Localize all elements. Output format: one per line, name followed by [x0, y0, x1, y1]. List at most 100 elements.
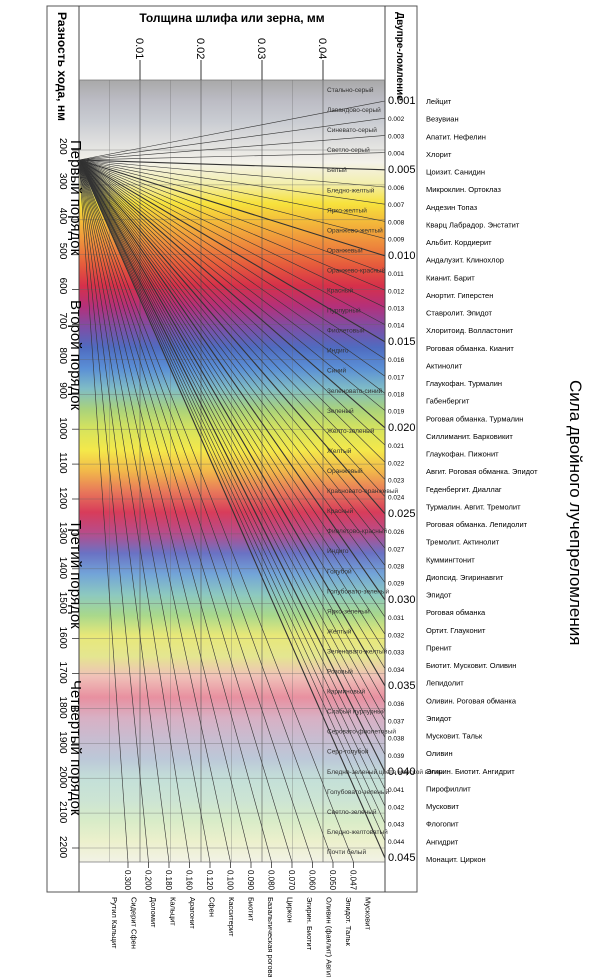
- birefringence-label: 0.008: [388, 219, 405, 226]
- birefringence-label: 0.031: [388, 615, 405, 622]
- thickness-tick-label: 0.02: [194, 38, 206, 59]
- mineral-label: Везувиан: [426, 115, 459, 124]
- color-name: Слабый пурпурный: [327, 708, 386, 716]
- birefringence-line: [79, 159, 385, 755]
- color-name: Бледно-желтый: [327, 186, 375, 194]
- bottom-value-label: 0.070: [287, 870, 296, 891]
- bottom-mineral-label: Касситерит: [227, 897, 236, 937]
- retardation-tick-label: 1700: [57, 662, 68, 685]
- mineral-label: Микроклин. Ортоклаз: [426, 185, 501, 194]
- birefringence-line: [79, 159, 385, 687]
- birefringence-label: 0.003: [388, 133, 405, 140]
- mineral-label: Ортит. Глауконит: [426, 626, 486, 635]
- birefringence-label: 0.015: [388, 336, 416, 348]
- birefringence-line: [79, 159, 385, 618]
- mineral-label: Эпидот: [426, 591, 452, 600]
- birefringence-line: [79, 159, 385, 222]
- mineral-label: Цоизит. Санидин: [426, 168, 485, 177]
- mineral-label: Силлиманит. Барковикит: [426, 432, 513, 441]
- chart-frame: [46, 5, 418, 893]
- thickness-tick-label: 0.04: [316, 38, 328, 59]
- birefringence-line: [79, 159, 385, 583]
- mineral-label: Хлорит: [426, 150, 452, 159]
- mineral-label: Актинолит: [426, 361, 463, 370]
- mineral-label: Глаукофан. Пижонит: [426, 450, 499, 459]
- color-names: Стально-серый Лавандово-серый Синевато-сер…: [327, 86, 444, 856]
- bottom-mineral-label: Рутил Кальцит: [110, 897, 119, 949]
- mineral-label: Хлоритоид. Волластонит: [426, 326, 514, 335]
- retardation-tick-label: 1300: [57, 522, 68, 545]
- birefringence-line: [79, 159, 385, 721]
- mineral-label: Роговая обманка. Лепидолит: [426, 520, 528, 529]
- birefringence-line: [79, 100, 385, 161]
- color-name: Бледно-желтоватый: [327, 828, 388, 836]
- bottom-fan-line: [79, 159, 272, 862]
- thickness-tick-label: 0.03: [255, 38, 267, 59]
- color-name: Красновато-оранжевый: [327, 487, 399, 495]
- birefringence-line: [79, 159, 385, 790]
- bottom-fan-line: [79, 159, 190, 862]
- color-name: Зеленый: [327, 407, 354, 415]
- birefringence-line: [79, 159, 385, 343]
- bottom-mineral-label: Сфен: [208, 897, 217, 917]
- thickness-ticks: 0.01 0.02 0.03 0.04: [133, 38, 328, 80]
- color-name: Светло-зеленый: [327, 808, 377, 816]
- bottom-value-label: 0.060: [308, 870, 317, 891]
- birefringence-line: [79, 159, 385, 652]
- birefringence-line: [79, 159, 385, 239]
- mineral-label: Флогопит: [426, 820, 459, 829]
- retardation-tick-label: 900: [57, 382, 68, 399]
- mineral-label: Оливин: [426, 749, 453, 758]
- side-title: Сила двойного лучепреломления: [566, 380, 585, 645]
- color-name: Синевато-серый: [327, 126, 377, 134]
- mineral-label: Диопсид. Эгиринавгит: [426, 573, 504, 582]
- mineral-label: Пренит: [426, 643, 452, 652]
- birefringence-label: 0.020: [388, 422, 416, 434]
- mineral-label: Ангидрит: [426, 837, 459, 846]
- birefringence-label: 0.018: [388, 391, 405, 398]
- bottom-value-label: 0.120: [205, 870, 214, 891]
- birefringence-line: [79, 159, 385, 824]
- bottom-mineral-label: Мусковит: [364, 897, 373, 930]
- birefringence-line: [79, 117, 385, 161]
- order-label: Четвертый порядок: [67, 680, 84, 816]
- mineral-label: Куммингтонит: [426, 555, 475, 564]
- birefringence-line: [79, 159, 385, 515]
- color-name: Индиго: [327, 548, 349, 555]
- birefringence-line: [79, 159, 385, 257]
- order-label: Первый порядок: [67, 140, 84, 256]
- bottom-value-label: 0.160: [185, 870, 194, 891]
- birefringence-label: 0.032: [388, 632, 405, 639]
- order-label: Третий порядок: [67, 520, 84, 629]
- birefringence-label: 0.024: [388, 495, 405, 502]
- birefringence-label: 0.007: [388, 202, 405, 209]
- retardation-tick-label: 2200: [57, 836, 68, 859]
- birefringence-line: [79, 159, 385, 807]
- birefringence-label: 0.027: [388, 546, 405, 553]
- mineral-label: Авгит. Роговая обманка. Эпидот: [426, 467, 538, 476]
- birefringence-label: 0.030: [388, 594, 416, 606]
- birefringence-label: 0.034: [388, 667, 405, 674]
- birefringence-line: [79, 159, 385, 704]
- birefringence-line: [79, 159, 385, 171]
- bottom-fan-line: [79, 159, 170, 862]
- mineral-label: Пирофиллит: [426, 784, 471, 793]
- top-header: Толщина шлифа или зерна, мм: [139, 11, 324, 25]
- right-header: Двупре-ломление: [394, 12, 405, 101]
- color-name: Пурпурный: [327, 307, 361, 315]
- color-name: Желтый: [327, 447, 352, 455]
- color-name: Фиолетовый: [327, 327, 365, 335]
- birefringence-line: [79, 159, 385, 669]
- birefringence-label: 0.013: [388, 305, 405, 312]
- bottom-value-label: 0.050: [328, 870, 337, 891]
- mineral-label: Мусковит: [426, 802, 459, 811]
- retardation-tick-label: 1800: [57, 696, 68, 719]
- color-name: Фиолетово-красный: [327, 527, 388, 535]
- retardation-tick-label: 1500: [57, 592, 68, 615]
- birefringence-line: [79, 159, 385, 635]
- bottom-value-label: 0.180: [164, 870, 173, 891]
- color-name: Голубой: [327, 567, 352, 575]
- bottom-value-label: 0.300: [123, 870, 132, 891]
- color-name: Стально-серый: [327, 86, 374, 94]
